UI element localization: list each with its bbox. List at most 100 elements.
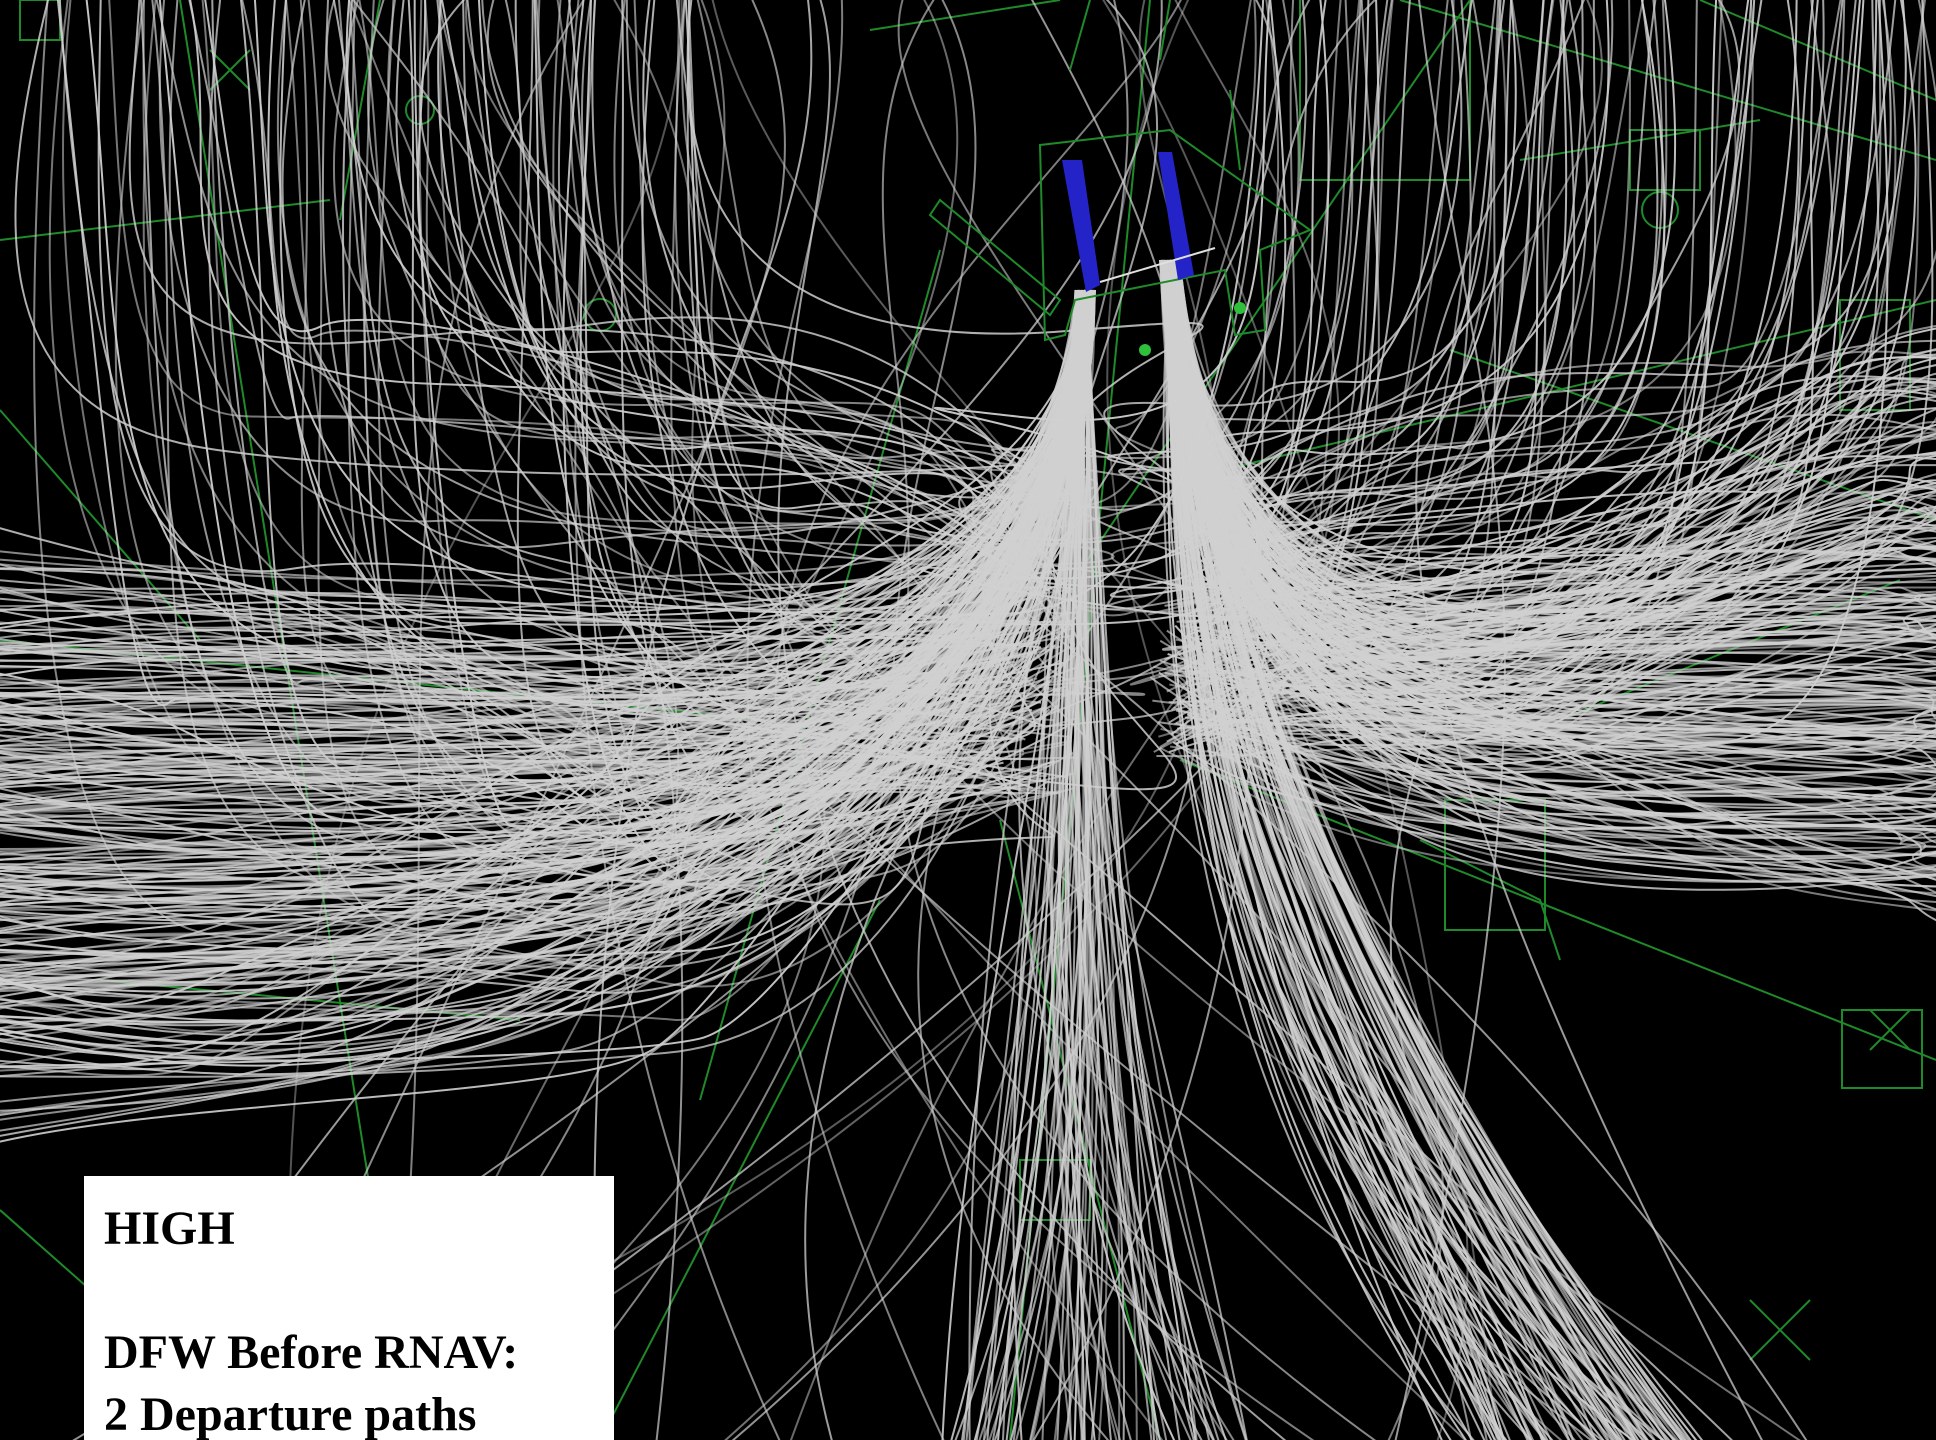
flight-track xyxy=(790,0,1603,1440)
flight-track xyxy=(0,704,1060,971)
flight-track xyxy=(279,0,1051,626)
flight-track xyxy=(1236,0,1936,489)
flight-track xyxy=(1163,259,1936,644)
map-boundary-line xyxy=(599,899,881,1440)
flight-track xyxy=(933,0,1271,581)
flight-track xyxy=(569,0,1064,523)
flight-track xyxy=(0,666,1079,813)
flight-track xyxy=(321,0,1059,549)
runway-west xyxy=(1062,160,1100,292)
flight-track xyxy=(325,0,680,1440)
flight-track xyxy=(0,679,1070,698)
flight-track xyxy=(437,0,1040,579)
flight-track xyxy=(0,634,1072,742)
flight-track xyxy=(1207,0,1584,634)
flight-track xyxy=(1159,259,1936,895)
flight-track xyxy=(0,720,1024,853)
flight-track xyxy=(0,646,1042,879)
flight-track xyxy=(1213,0,1907,573)
flight-track xyxy=(0,289,1080,1030)
flight-track xyxy=(523,0,935,1440)
flight-track xyxy=(0,658,1062,905)
map-navaid-circle xyxy=(583,298,618,332)
flight-track xyxy=(951,0,1265,626)
flight-track xyxy=(642,0,1056,558)
flight-track xyxy=(97,0,1053,621)
flight-track xyxy=(1183,694,1936,761)
flight-track xyxy=(1182,0,1892,507)
flight-track xyxy=(1415,0,1764,1440)
caption-title: DFW Before RNAV: xyxy=(104,1326,519,1379)
flight-track xyxy=(1208,0,1897,622)
flight-track xyxy=(333,0,1027,499)
flight-track xyxy=(348,0,1467,1440)
flight-track xyxy=(388,0,585,1440)
flight-track xyxy=(1106,0,1688,1440)
map-sector-box xyxy=(1629,129,1701,191)
flight-track xyxy=(1201,715,1936,741)
flight-track xyxy=(1172,741,1936,830)
flight-track xyxy=(288,0,683,1440)
flight-track xyxy=(1186,713,1936,783)
flight-track xyxy=(1028,0,1389,728)
flight-track xyxy=(1214,701,1936,749)
flight-track xyxy=(207,0,1051,932)
flight-track xyxy=(625,0,1097,524)
flight-track xyxy=(58,0,1076,611)
flight-track xyxy=(0,719,1066,778)
flight-track xyxy=(158,0,1046,547)
flight-track xyxy=(1182,671,1936,850)
flight-track xyxy=(1178,259,1936,912)
flight-track xyxy=(1184,716,1936,743)
flight-track xyxy=(477,0,1069,542)
flight-track xyxy=(1216,688,1936,774)
flight-track xyxy=(0,770,1047,791)
flight-track xyxy=(1103,0,1493,611)
flight-track xyxy=(307,0,1042,894)
flight-track xyxy=(424,0,826,1440)
flight-track xyxy=(917,0,1129,1440)
flight-track xyxy=(0,642,1026,741)
flight-track xyxy=(1160,727,1936,806)
flight-track xyxy=(1181,604,1936,688)
flight-track xyxy=(1389,0,1741,1440)
flight-track xyxy=(358,0,1042,525)
flight-track xyxy=(72,0,1311,1440)
flight-track xyxy=(1231,0,1677,506)
flight-track xyxy=(1177,679,1936,730)
flight-track xyxy=(481,0,1648,1440)
flight-track xyxy=(0,738,1024,814)
flight-track xyxy=(1194,693,1936,832)
flight-track xyxy=(0,642,1041,662)
flight-track xyxy=(919,0,1287,618)
flight-track xyxy=(1207,0,1844,540)
flight-track xyxy=(700,0,1802,1440)
flight-track xyxy=(581,0,1075,510)
flight-track xyxy=(1185,0,1555,627)
flight-track xyxy=(1186,713,1936,784)
flight-track xyxy=(1220,649,1936,773)
flight-track xyxy=(1169,259,1507,1440)
flight-track xyxy=(0,289,1094,883)
flight-track xyxy=(978,0,1342,551)
flight-track xyxy=(1217,0,1800,580)
airport-outline xyxy=(928,198,1062,317)
flight-track xyxy=(1032,0,1377,1440)
flight-track xyxy=(1169,259,1493,1440)
flight-track xyxy=(419,0,1733,1440)
flight-track xyxy=(0,679,1034,822)
flight-track xyxy=(1174,622,1936,725)
flight-track xyxy=(746,0,945,1440)
flight-track xyxy=(1029,289,1090,1440)
flight-track xyxy=(0,622,1024,655)
flight-track xyxy=(0,708,1045,978)
flight-track xyxy=(1167,259,1496,1440)
flight-track xyxy=(1219,0,1834,501)
flight-track xyxy=(440,0,1078,502)
flight-track xyxy=(1221,612,1936,724)
flight-track xyxy=(107,0,1163,1440)
runway-east xyxy=(1158,152,1194,280)
flight-track xyxy=(351,0,684,1440)
flight-track xyxy=(1222,0,1917,531)
